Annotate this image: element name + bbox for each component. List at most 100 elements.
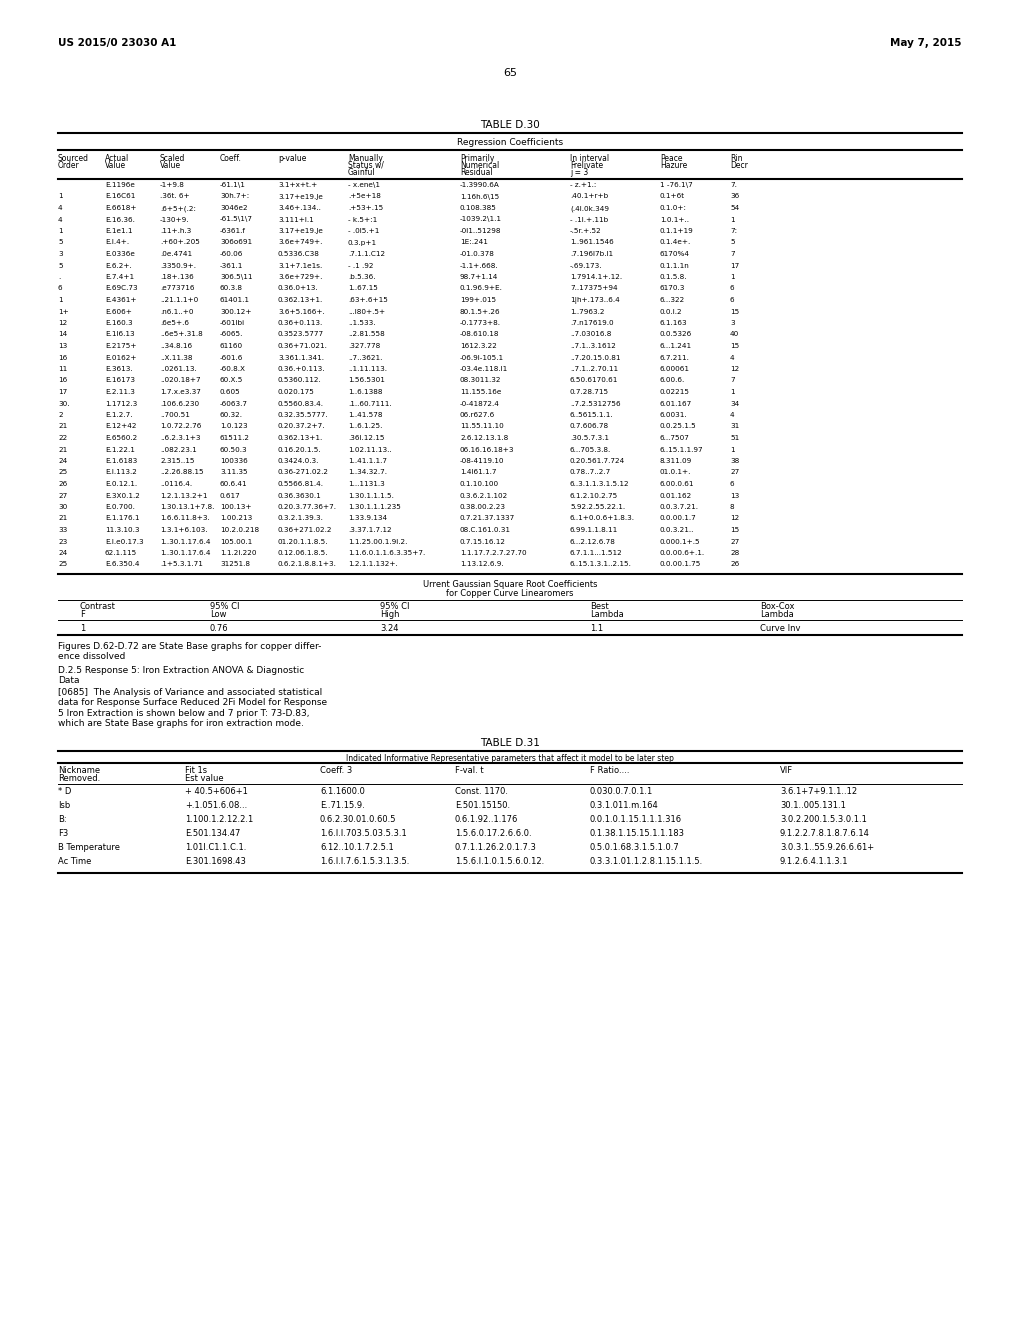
Text: 0.16.20.1.5.: 0.16.20.1.5. <box>278 446 321 453</box>
Text: E.0.12.1.: E.0.12.1. <box>105 480 137 487</box>
Text: 4: 4 <box>730 355 734 360</box>
Text: 1.56.5301: 1.56.5301 <box>347 378 384 384</box>
Text: 0.36+271.02.2: 0.36+271.02.2 <box>278 527 332 533</box>
Text: -.5r.+.52: -.5r.+.52 <box>570 228 601 234</box>
Text: Rin: Rin <box>730 154 742 162</box>
Text: 0.02215: 0.02215 <box>659 389 689 395</box>
Text: 62.1.115: 62.1.115 <box>105 550 138 556</box>
Text: 100.13+: 100.13+ <box>220 504 252 510</box>
Text: 0.1.1+19: 0.1.1+19 <box>659 228 693 234</box>
Text: 6.50.6170.61: 6.50.6170.61 <box>570 378 618 384</box>
Text: Nickname: Nickname <box>58 766 100 775</box>
Text: 06.r627.6: 06.r627.6 <box>460 412 495 418</box>
Text: 0.20.561.7.724: 0.20.561.7.724 <box>570 458 625 465</box>
Text: * D: * D <box>58 787 71 796</box>
Text: 60.32.: 60.32. <box>220 412 243 418</box>
Text: 0.0.00.6+.1.: 0.0.00.6+.1. <box>659 550 704 556</box>
Text: 14: 14 <box>58 331 67 338</box>
Text: Residual: Residual <box>460 168 492 177</box>
Text: 0.605: 0.605 <box>220 389 240 395</box>
Text: 1612.3.22: 1612.3.22 <box>460 343 496 348</box>
Text: 1..6.1.25.: 1..6.1.25. <box>347 424 382 429</box>
Text: 6...2.12.6.78: 6...2.12.6.78 <box>570 539 615 544</box>
Text: 17: 17 <box>730 263 739 268</box>
Text: ..7.20.15.0.81: ..7.20.15.0.81 <box>570 355 620 360</box>
Text: 01.0.1+.: 01.0.1+. <box>659 470 691 475</box>
Text: 3.361.1.341.: 3.361.1.341. <box>278 355 324 360</box>
Text: E.6.350.4: E.6.350.4 <box>105 561 140 568</box>
Text: B:: B: <box>58 814 66 824</box>
Text: 1..34.32.7.: 1..34.32.7. <box>347 470 386 475</box>
Text: E.2175+: E.2175+ <box>105 343 137 348</box>
Text: E.l.4+.: E.l.4+. <box>105 239 129 246</box>
Text: .+5e+18: .+5e+18 <box>347 194 380 199</box>
Text: 0.76: 0.76 <box>210 624 228 634</box>
Text: 0.1.0+:: 0.1.0+: <box>659 205 687 211</box>
Text: ..6e5+.31.8: ..6e5+.31.8 <box>160 331 203 338</box>
Text: E.12+42: E.12+42 <box>105 424 137 429</box>
Text: 1.16h.6\15: 1.16h.6\15 <box>460 194 498 199</box>
Text: 0.38.00.2.23: 0.38.00.2.23 <box>460 504 505 510</box>
Text: -60.06: -60.06 <box>220 251 244 257</box>
Text: 0.1.38.1.15.15.1.1.183: 0.1.38.1.15.15.1.1.183 <box>589 829 685 838</box>
Text: 0.32.35.5777.: 0.32.35.5777. <box>278 412 328 418</box>
Text: 40: 40 <box>730 331 739 338</box>
Text: ..7.2.5312756: ..7.2.5312756 <box>570 400 620 407</box>
Text: 0.20.3.77.36+7.: 0.20.3.77.36+7. <box>278 504 336 510</box>
Text: 13: 13 <box>730 492 739 499</box>
Text: Lambda: Lambda <box>589 610 624 619</box>
Text: 27: 27 <box>730 470 739 475</box>
Text: 1 -76.1\7: 1 -76.1\7 <box>659 182 692 187</box>
Text: 1E:.241: 1E:.241 <box>460 239 487 246</box>
Text: 11.3.10.3: 11.3.10.3 <box>105 527 140 533</box>
Text: 6: 6 <box>58 285 62 292</box>
Text: -1+9.8: -1+9.8 <box>160 182 184 187</box>
Text: ..6.2.3.1+3: ..6.2.3.1+3 <box>160 436 201 441</box>
Text: .1+5.3.1.71: .1+5.3.1.71 <box>160 561 203 568</box>
Text: - .1 .92: - .1 .92 <box>347 263 373 268</box>
Text: 0.6.2.1.8.8.1+3.: 0.6.2.1.8.8.1+3. <box>278 561 336 568</box>
Text: 60.50.3: 60.50.3 <box>220 446 248 453</box>
Text: ..7.03016.8: ..7.03016.8 <box>570 331 610 338</box>
Text: F Ratio....: F Ratio.... <box>589 766 629 775</box>
Text: Coeff. 3: Coeff. 3 <box>320 766 352 775</box>
Text: - z.+1.:: - z.+1.: <box>570 182 596 187</box>
Text: 1..6.1388: 1..6.1388 <box>347 389 382 395</box>
Text: ..34.8.16: ..34.8.16 <box>160 343 192 348</box>
Text: .7.196l7b.l1: .7.196l7b.l1 <box>570 251 612 257</box>
Text: 6.7.211.: 6.7.211. <box>659 355 689 360</box>
Text: E.301.1698.43: E.301.1698.43 <box>184 857 246 866</box>
Text: 60.X.5: 60.X.5 <box>220 378 244 384</box>
Text: E.0336e: E.0336e <box>105 251 135 257</box>
Text: F-val. t: F-val. t <box>454 766 483 775</box>
Text: ..21.1.1+0: ..21.1.1+0 <box>160 297 198 304</box>
Text: 12: 12 <box>58 319 67 326</box>
Text: 0.1.1.1n: 0.1.1.1n <box>659 263 689 268</box>
Text: Sourced: Sourced <box>58 154 89 162</box>
Text: Value: Value <box>105 161 126 170</box>
Text: Removed.: Removed. <box>58 774 100 783</box>
Text: 1.2.1.1.132+.: 1.2.1.1.132+. <box>347 561 397 568</box>
Text: 1.33.9.134: 1.33.9.134 <box>347 516 387 521</box>
Text: -601.6: -601.6 <box>220 355 244 360</box>
Text: 21: 21 <box>58 516 67 521</box>
Text: -6065.: -6065. <box>220 331 244 338</box>
Text: 6..1+0.0.6+1.8.3.: 6..1+0.0.6+1.8.3. <box>570 516 635 521</box>
Text: .36l.12.15: .36l.12.15 <box>347 436 384 441</box>
Text: 6.1.1600.0: 6.1.1600.0 <box>320 787 365 796</box>
Text: 36: 36 <box>730 194 739 199</box>
Text: E..71.15.9.: E..71.15.9. <box>320 801 365 810</box>
Text: 38: 38 <box>730 458 739 465</box>
Text: 9.1.2.2.7.8.1.8.7.6.14: 9.1.2.2.7.8.1.8.7.6.14 <box>780 829 869 838</box>
Text: 6.00.0.61: 6.00.0.61 <box>659 480 694 487</box>
Text: ..X.11.38: ..X.11.38 <box>160 355 193 360</box>
Text: Order: Order <box>58 161 79 170</box>
Text: 0.108.385: 0.108.385 <box>460 205 496 211</box>
Text: 1.3.1+6.103.: 1.3.1+6.103. <box>160 527 207 533</box>
Text: 1.1712.3: 1.1712.3 <box>105 400 138 407</box>
Text: 0.36.+0.113.: 0.36.+0.113. <box>278 366 325 372</box>
Text: 0.617: 0.617 <box>220 492 240 499</box>
Text: 0.7.28.715: 0.7.28.715 <box>570 389 608 395</box>
Text: -6063.7: -6063.7 <box>220 400 248 407</box>
Text: 12: 12 <box>730 366 739 372</box>
